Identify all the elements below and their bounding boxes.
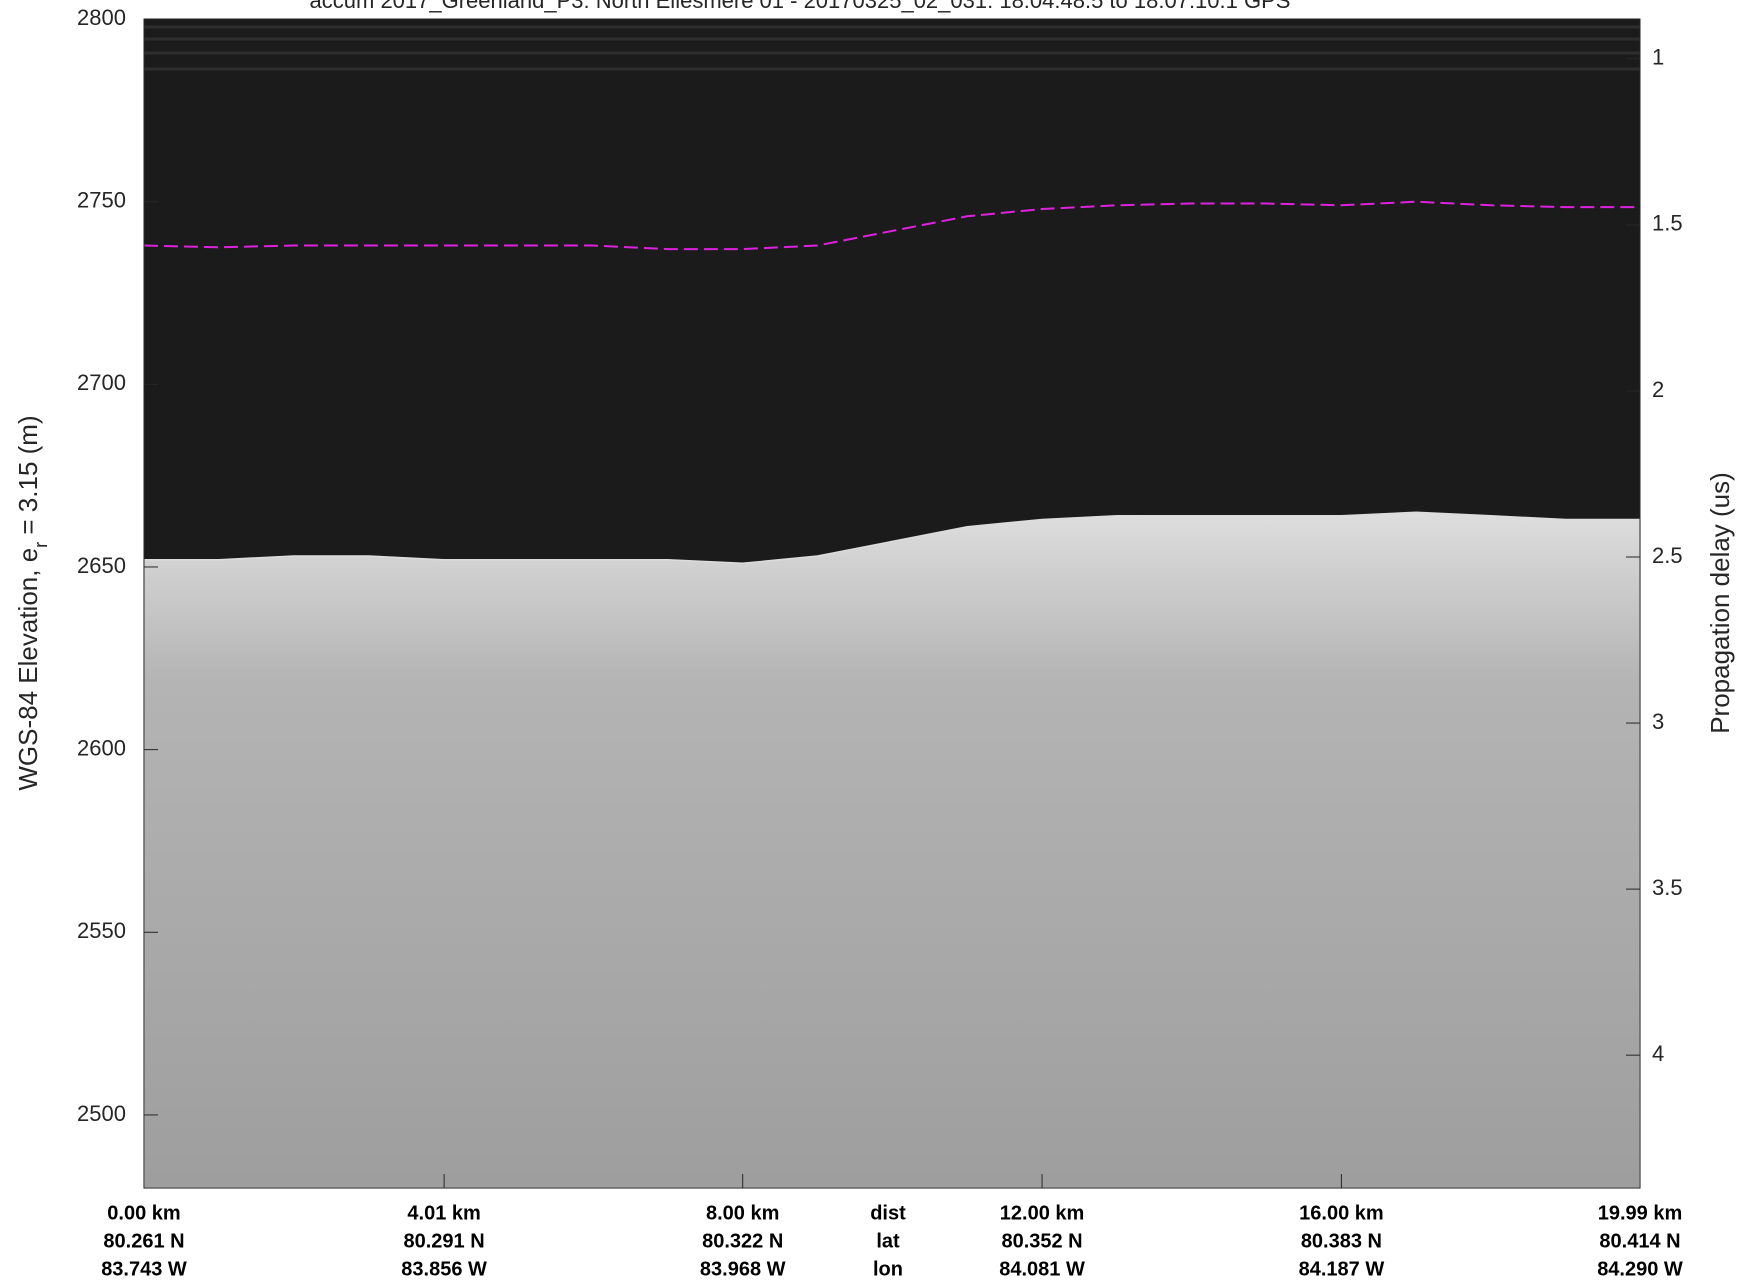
x-row-label: 80.291 N (404, 1230, 485, 1252)
x-tick-label: 8.00 km (706, 1202, 779, 1224)
y2-tick-label: 4 (1652, 1041, 1664, 1066)
y2-tick-label: 2 (1652, 377, 1664, 402)
x-row-label: 80.352 N (1001, 1230, 1082, 1252)
y-axis-title-sub: r (31, 542, 51, 548)
x-row-label: 84.290 W (1597, 1258, 1683, 1280)
x-row-label: 80.383 N (1301, 1230, 1382, 1252)
x-row-name: dist (870, 1202, 906, 1224)
y2-tick-label: 1 (1652, 45, 1664, 70)
y2-tick-label: 3 (1652, 709, 1664, 734)
y-tick-label: 2700 (77, 370, 126, 395)
x-tick-label: 0.00 km (107, 1202, 180, 1224)
x-tick-label: 4.01 km (407, 1202, 480, 1224)
x-tick-label: 12.00 km (1000, 1202, 1085, 1224)
y-tick-label: 2750 (77, 187, 126, 212)
x-row-label: 83.743 W (101, 1258, 187, 1280)
y-tick-label: 2600 (77, 735, 126, 760)
x-row-label: 80.414 N (1599, 1230, 1680, 1252)
chart-title: accum 2017_Greenland_P3: North Ellesmere… (310, 0, 1291, 13)
y-axis-title-main: WGS-84 Elevation, e (13, 548, 43, 791)
x-row-label: 84.187 W (1299, 1258, 1385, 1280)
x-row-name: lon (873, 1258, 903, 1280)
y2-tick-label: 3.5 (1652, 875, 1683, 900)
x-tick-label: 16.00 km (1299, 1202, 1384, 1224)
y-axis-title-rest: = 3.15 (m) (13, 415, 43, 541)
y2-tick-label: 1.5 (1652, 211, 1683, 236)
plot-frame (143, 18, 1641, 1189)
x-row-label: 84.081 W (999, 1258, 1085, 1280)
x-tick-label: 19.99 km (1598, 1202, 1683, 1224)
y-tick-label: 2800 (77, 5, 126, 30)
y2-tick-label: 2.5 (1652, 543, 1683, 568)
surface-area (143, 511, 1641, 1189)
x-row-name: lat (876, 1230, 900, 1252)
x-row-label: 83.968 W (700, 1258, 786, 1280)
y-tick-label: 2650 (77, 553, 126, 578)
x-row-label: 80.261 N (103, 1230, 184, 1252)
y2-axis-title: Propagation delay (us) (1705, 472, 1735, 734)
layer-line (143, 200, 1640, 251)
y-axis-title: WGS-84 Elevation, er = 3.15 (m) (13, 415, 51, 790)
x-row-label: 80.322 N (702, 1230, 783, 1252)
y-tick-label: 2500 (77, 1101, 126, 1126)
y-tick-label: 2550 (77, 918, 126, 943)
x-row-label: 83.856 W (401, 1258, 487, 1280)
